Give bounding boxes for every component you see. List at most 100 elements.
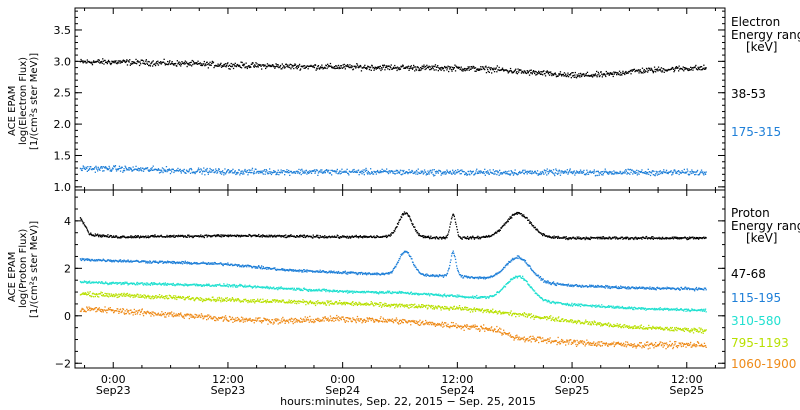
data-point bbox=[526, 72, 528, 75]
data-point bbox=[122, 59, 125, 61]
data-point bbox=[262, 173, 264, 175]
data-point bbox=[655, 288, 657, 290]
data-point bbox=[422, 171, 424, 173]
data-point bbox=[645, 171, 648, 173]
data-point bbox=[321, 235, 324, 238]
data-point bbox=[645, 173, 647, 175]
data-point bbox=[112, 168, 114, 170]
data-point bbox=[436, 237, 438, 239]
data-point bbox=[388, 234, 391, 237]
data-point bbox=[418, 271, 420, 273]
data-point bbox=[487, 70, 489, 73]
data-point bbox=[363, 66, 365, 68]
data-point bbox=[688, 236, 691, 238]
data-point bbox=[563, 237, 565, 239]
data-point bbox=[518, 71, 520, 73]
data-point bbox=[371, 171, 373, 173]
data-point bbox=[224, 173, 227, 175]
data-point bbox=[185, 62, 187, 64]
data-point bbox=[372, 272, 374, 275]
data-point bbox=[118, 62, 120, 64]
data-point bbox=[309, 288, 311, 291]
data-point bbox=[236, 63, 239, 66]
data-point bbox=[136, 259, 138, 262]
data-point bbox=[327, 237, 329, 239]
data-point bbox=[313, 169, 316, 171]
data-point bbox=[153, 282, 156, 284]
data-point bbox=[528, 219, 530, 221]
data-point bbox=[553, 173, 555, 175]
data-point bbox=[462, 68, 465, 70]
data-point bbox=[90, 233, 92, 236]
data-point bbox=[103, 166, 106, 168]
data-point bbox=[439, 170, 441, 172]
data-point bbox=[389, 235, 391, 237]
data-point bbox=[214, 171, 216, 173]
data-point bbox=[438, 67, 440, 69]
data-point bbox=[571, 237, 574, 239]
data-point bbox=[247, 264, 250, 266]
data-point bbox=[240, 235, 242, 237]
data-point bbox=[417, 168, 419, 170]
data-point bbox=[431, 65, 433, 67]
data-point bbox=[616, 286, 618, 289]
data-point bbox=[575, 284, 578, 286]
data-point bbox=[700, 169, 703, 171]
data-point bbox=[507, 173, 509, 175]
data-point bbox=[579, 76, 581, 78]
data-point bbox=[699, 172, 701, 175]
data-point bbox=[372, 66, 375, 69]
data-point bbox=[203, 285, 205, 287]
data-point bbox=[242, 173, 244, 175]
data-point bbox=[665, 236, 667, 239]
data-point bbox=[496, 173, 498, 176]
data-point bbox=[165, 283, 168, 285]
data-point bbox=[248, 266, 250, 268]
data-point bbox=[611, 72, 613, 74]
data-point bbox=[289, 174, 291, 176]
data-point bbox=[613, 173, 615, 175]
data-point bbox=[672, 171, 675, 173]
data-point bbox=[125, 61, 127, 64]
data-point bbox=[535, 71, 537, 73]
data-point bbox=[442, 236, 445, 238]
data-point bbox=[277, 171, 279, 173]
data-point bbox=[134, 235, 137, 237]
data-point bbox=[558, 172, 560, 174]
data-point bbox=[131, 235, 133, 238]
data-point bbox=[145, 262, 147, 264]
data-point bbox=[679, 237, 681, 240]
data-point bbox=[643, 69, 645, 71]
data-point bbox=[613, 73, 615, 75]
data-point bbox=[578, 171, 581, 173]
data-point bbox=[345, 170, 347, 172]
data-point bbox=[487, 170, 489, 172]
data-point bbox=[585, 74, 587, 76]
data-point bbox=[581, 238, 583, 240]
data-point bbox=[498, 230, 500, 233]
data-point bbox=[162, 282, 165, 284]
data-point bbox=[220, 173, 223, 175]
data-point bbox=[222, 285, 224, 287]
data-point bbox=[139, 236, 141, 238]
data-point bbox=[212, 169, 215, 171]
data-point bbox=[669, 170, 672, 173]
data-point bbox=[424, 237, 426, 239]
data-point bbox=[694, 174, 696, 176]
data-point bbox=[489, 69, 492, 71]
data-point bbox=[516, 255, 519, 257]
data-point bbox=[191, 65, 193, 67]
data-point bbox=[152, 165, 154, 167]
data-point bbox=[470, 172, 473, 175]
data-point bbox=[668, 237, 671, 239]
data-point bbox=[431, 274, 434, 276]
data-point bbox=[84, 225, 87, 228]
data-point bbox=[390, 64, 392, 66]
data-point bbox=[207, 67, 209, 69]
data-point bbox=[184, 260, 186, 262]
data-point bbox=[378, 273, 380, 275]
data-point bbox=[214, 171, 216, 174]
data-point bbox=[168, 235, 170, 238]
data-point bbox=[219, 63, 221, 66]
data-point bbox=[385, 65, 387, 67]
